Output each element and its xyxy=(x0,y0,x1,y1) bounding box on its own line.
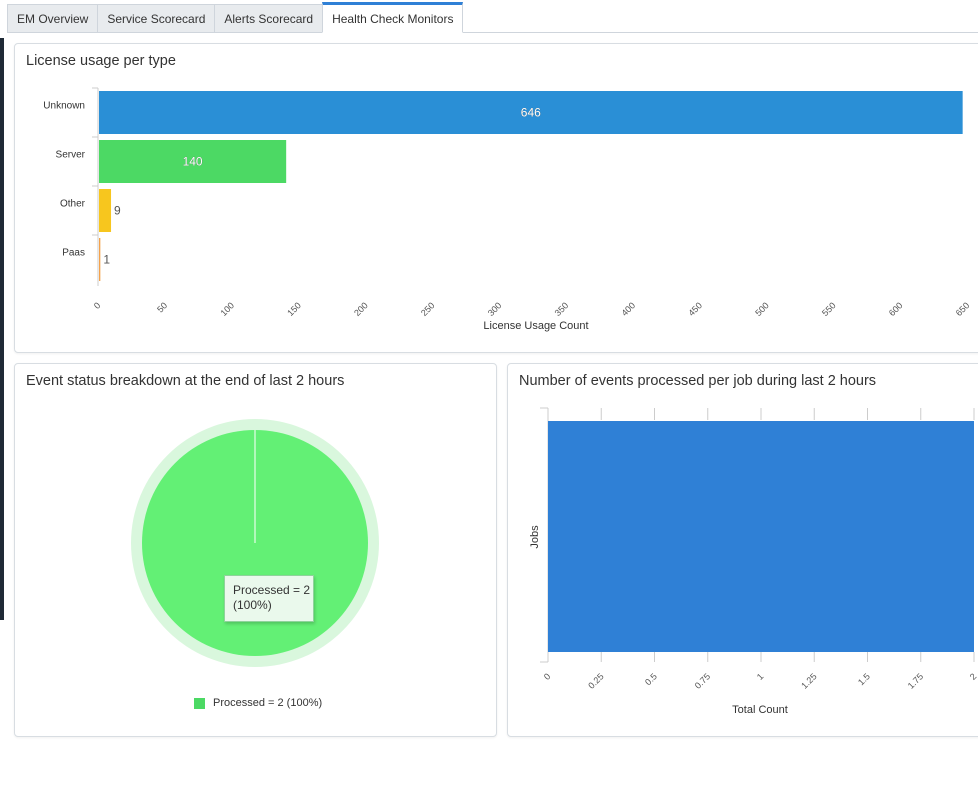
panel-title: License usage per type xyxy=(26,53,176,69)
tab-alerts-scorecard[interactable]: Alerts Scorecard xyxy=(214,4,323,33)
legend-label-processed: Processed = 2 (100%) xyxy=(213,697,323,709)
tab-bar-baseline xyxy=(7,32,978,33)
tab-em-overview[interactable]: EM Overview xyxy=(7,4,98,33)
tab-bar: EM Overview Service Scorecard Alerts Sco… xyxy=(7,2,464,33)
tooltip-line-2: (100%) xyxy=(233,598,272,612)
license-usage-panel: License usage per type xyxy=(14,43,978,353)
tab-health-check-monitors[interactable]: Health Check Monitors xyxy=(322,2,464,33)
panel-title: Number of events processed per job durin… xyxy=(519,373,877,389)
events-per-job-panel: Number of events processed per job durin… xyxy=(507,363,978,737)
pie-legend[interactable]: Processed = 2 (100%) xyxy=(194,697,322,709)
window-edge xyxy=(0,38,4,620)
event-status-panel: Event status breakdown at the end of las… xyxy=(14,363,497,737)
tab-service-scorecard[interactable]: Service Scorecard xyxy=(97,4,215,33)
tooltip-line-1: Processed = 2 xyxy=(233,583,311,597)
pie-tooltip: Processed = 2 (100%) xyxy=(224,575,314,622)
legend-swatch-processed xyxy=(194,697,205,709)
panel-title: Event status breakdown at the end of las… xyxy=(26,373,345,389)
